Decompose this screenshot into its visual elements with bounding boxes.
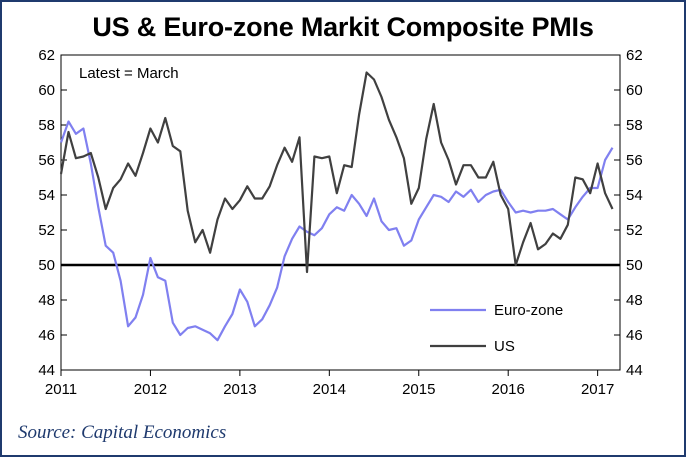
legend: Euro-zone US bbox=[430, 302, 563, 355]
y-tick-label-left: 56 bbox=[38, 152, 55, 169]
y-tick-label-left: 46 bbox=[38, 327, 55, 344]
y-tick-label-right: 56 bbox=[626, 152, 643, 169]
y-tick-label-right: 52 bbox=[626, 222, 643, 239]
y-tick-label-right: 62 bbox=[626, 47, 643, 64]
y-tick-label-left: 52 bbox=[38, 222, 55, 239]
y-tick-label-right: 60 bbox=[626, 82, 643, 99]
y-tick-label-right: 44 bbox=[626, 362, 643, 379]
y-tick-label-left: 48 bbox=[38, 292, 55, 309]
y-tick-label-left: 62 bbox=[38, 47, 55, 64]
legend-label-euro-zone: Euro-zone bbox=[494, 302, 563, 319]
y-tick-label-right: 48 bbox=[626, 292, 643, 309]
y-tick-label-right: 54 bbox=[626, 187, 643, 204]
x-tick-label: 2012 bbox=[134, 381, 167, 398]
y-tick-label-left: 54 bbox=[38, 187, 55, 204]
latest-annotation: Latest = March bbox=[79, 65, 179, 82]
x-tick-label: 2017 bbox=[581, 381, 614, 398]
x-tick-label: 2015 bbox=[402, 381, 435, 398]
y-tick-label-left: 60 bbox=[38, 82, 55, 99]
legend-label-us: US bbox=[494, 338, 515, 355]
y-axis-right: 44 46 48 50 52 54 56 58 60 62 bbox=[614, 47, 643, 379]
y-tick-label-left: 58 bbox=[38, 117, 55, 134]
series-line-euro-zone bbox=[59, 120, 614, 342]
x-tick-label: 2011 bbox=[45, 381, 77, 398]
x-tick-label: 2013 bbox=[223, 381, 256, 398]
y-tick-label-right: 50 bbox=[626, 257, 643, 274]
y-tick-label-right: 46 bbox=[626, 327, 643, 344]
source-note: Source: Capital Economics bbox=[18, 422, 227, 443]
x-tick-label: 2014 bbox=[313, 381, 346, 398]
y-tick-label-left: 50 bbox=[38, 257, 55, 274]
chart-title: US & Euro-zone Markit Composite PMIs bbox=[92, 12, 594, 42]
y-tick-label-right: 58 bbox=[626, 117, 643, 134]
x-tick-label: 2016 bbox=[492, 381, 525, 398]
series-line-us bbox=[59, 71, 614, 274]
y-tick-label-left: 44 bbox=[38, 362, 55, 379]
plot-area bbox=[60, 54, 621, 371]
series-lines bbox=[59, 71, 614, 342]
y-axis-left: 44 46 48 50 52 54 56 58 60 62 bbox=[38, 47, 67, 379]
x-axis: 2011 2012 2013 2014 2015 2016 2017 bbox=[45, 370, 614, 398]
